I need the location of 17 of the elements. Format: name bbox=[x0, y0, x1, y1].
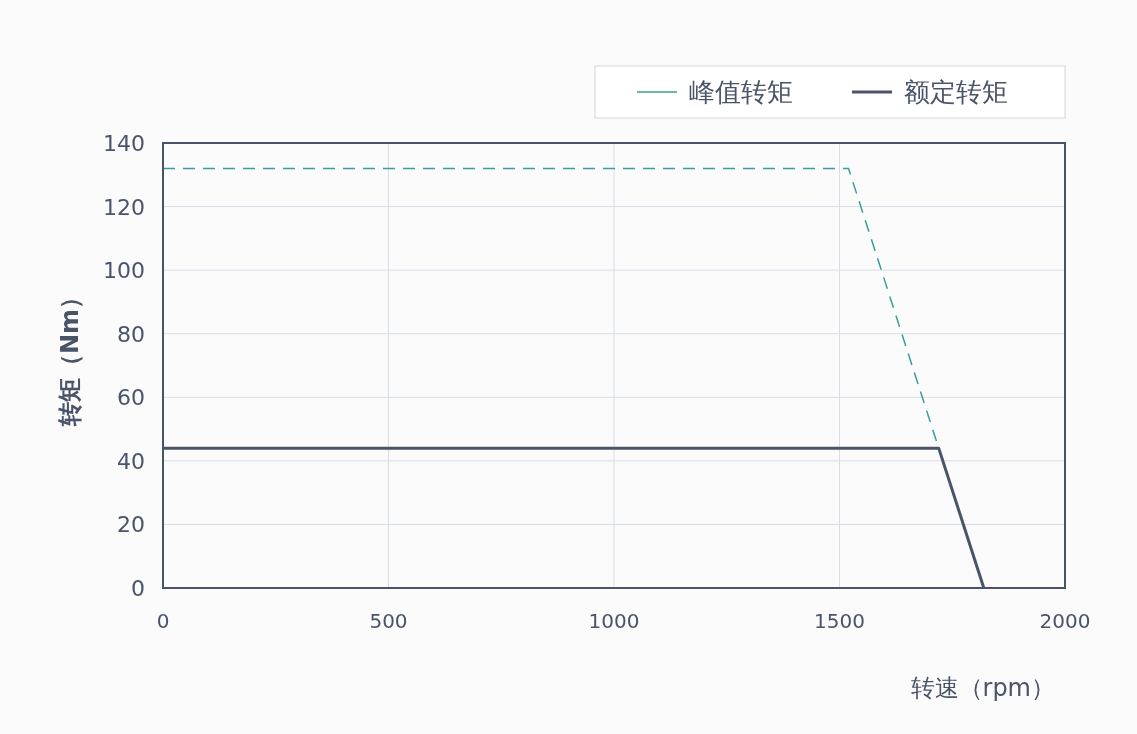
y-tick-label: 120 bbox=[103, 194, 145, 220]
y-tick-label: 60 bbox=[117, 385, 145, 411]
x-axis-title: 转速（rpm） bbox=[910, 674, 1055, 702]
legend-label: 额定转矩 bbox=[904, 77, 1008, 107]
y-axis-title: 转矩（Nm） bbox=[56, 284, 84, 428]
y-tick-label: 0 bbox=[131, 576, 145, 601]
y-tick-label: 140 bbox=[103, 131, 145, 156]
x-tick-label: 500 bbox=[369, 609, 408, 633]
y-tick-label: 100 bbox=[103, 258, 145, 284]
y-tick-label: 40 bbox=[117, 448, 145, 474]
y-tick-label: 20 bbox=[117, 512, 145, 538]
x-tick-label: 2000 bbox=[1039, 609, 1091, 633]
y-tick-label: 80 bbox=[117, 321, 145, 347]
legend-label: 峰值转矩 bbox=[689, 77, 793, 107]
x-tick-label: 1000 bbox=[588, 609, 640, 633]
x-tick-label: 0 bbox=[156, 609, 170, 633]
x-tick-label: 1500 bbox=[814, 609, 865, 633]
